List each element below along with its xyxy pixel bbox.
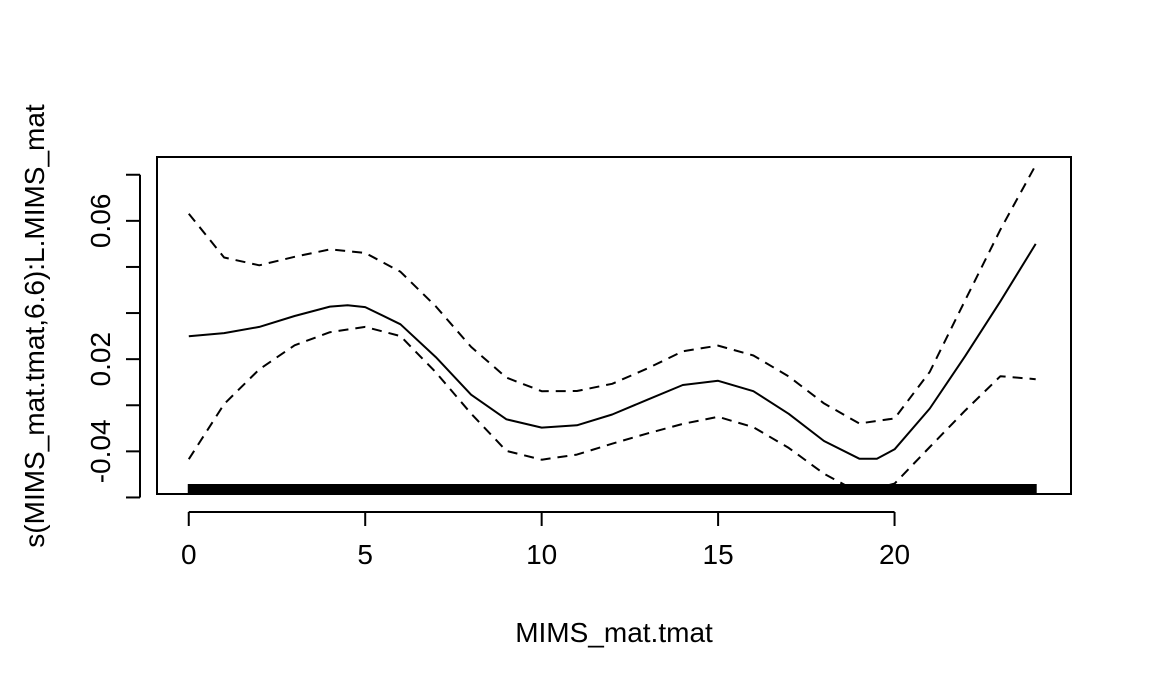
y-axis: -0.04 0.02 0.06 [85,173,141,499]
y-tick-label-1: -0.04 [85,419,116,483]
series-line-1 [188,164,1037,425]
y-tick-label-3: 0.02 [85,332,116,387]
x-axis: 0 5 10 15 20 [181,511,910,570]
series-line-0 [188,243,1037,460]
y-tick-label-6: 0.06 [85,194,116,249]
x-tick-label-3: 15 [703,539,734,570]
series-layer [187,164,1037,494]
x-tick-label-2: 10 [526,539,557,570]
x-tick-label-0: 0 [181,539,197,570]
x-axis-title: MIMS_mat.tmat [515,617,713,648]
rug-marks [187,484,1037,495]
rug-layer [187,484,1037,495]
x-tick-label-1: 5 [357,539,373,570]
x-tick-label-4: 20 [879,539,910,570]
series-line-2 [187,325,1036,494]
y-axis-title: s(MIMS_mat.tmat,6.6):L.MIMS_mat [19,104,50,548]
